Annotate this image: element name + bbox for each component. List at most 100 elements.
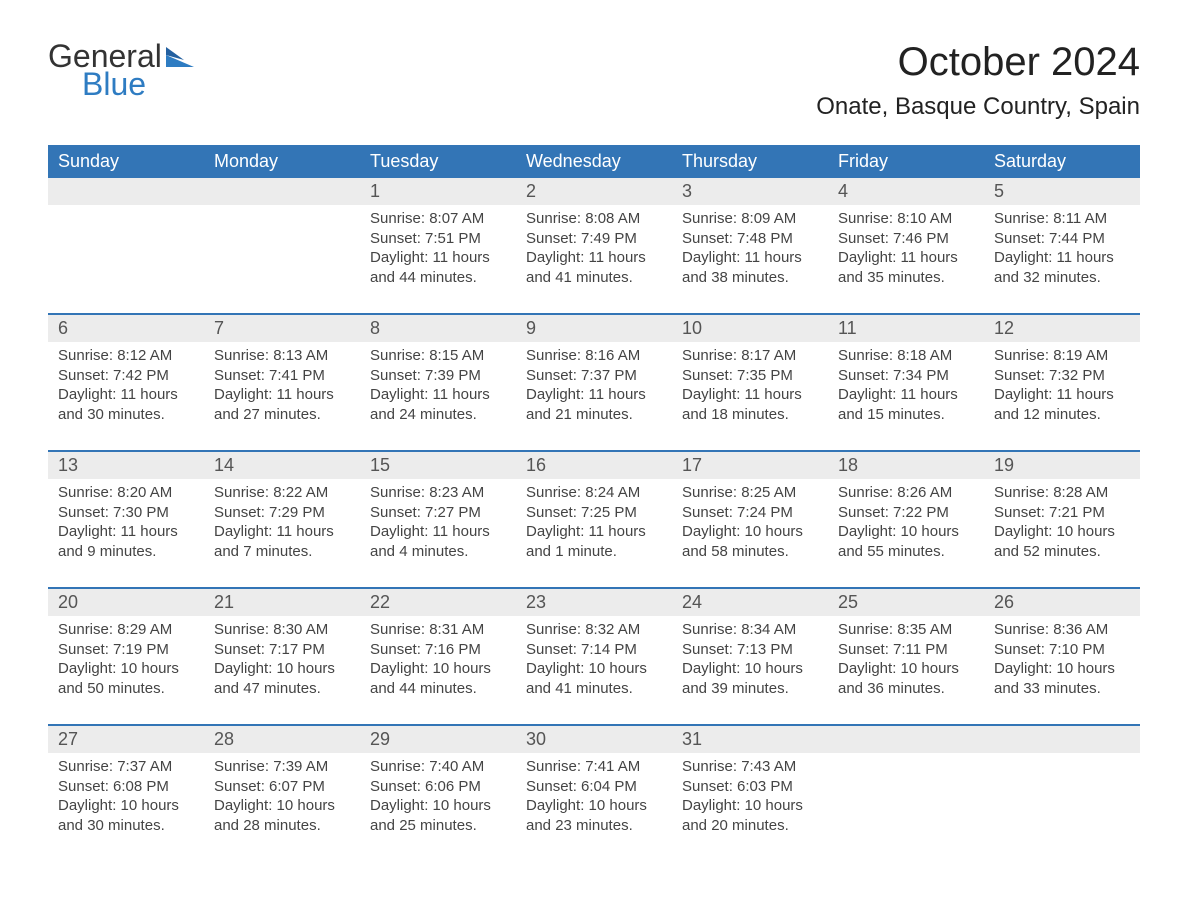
day-number: 16 xyxy=(516,452,672,479)
day-info: Sunrise: 7:39 AMSunset: 6:07 PMDaylight:… xyxy=(204,753,360,851)
day-info: Sunrise: 8:32 AMSunset: 7:14 PMDaylight:… xyxy=(516,616,672,714)
day-info: Sunrise: 8:16 AMSunset: 7:37 PMDaylight:… xyxy=(516,342,672,440)
day-number: 25 xyxy=(828,589,984,616)
weekday-header: Friday xyxy=(828,145,984,178)
day-info: Sunrise: 8:08 AMSunset: 7:49 PMDaylight:… xyxy=(516,205,672,303)
day-number: 28 xyxy=(204,726,360,753)
day-number: 30 xyxy=(516,726,672,753)
day-number: 3 xyxy=(672,178,828,205)
day-info: Sunrise: 8:36 AMSunset: 7:10 PMDaylight:… xyxy=(984,616,1140,714)
day-info xyxy=(828,753,984,851)
day-number: 4 xyxy=(828,178,984,205)
day-info: Sunrise: 8:31 AMSunset: 7:16 PMDaylight:… xyxy=(360,616,516,714)
week-row: 12345Sunrise: 8:07 AMSunset: 7:51 PMDayl… xyxy=(48,178,1140,303)
day-number: 11 xyxy=(828,315,984,342)
day-number: 27 xyxy=(48,726,204,753)
day-number: 31 xyxy=(672,726,828,753)
day-number: 7 xyxy=(204,315,360,342)
location-title: Onate, Basque Country, Spain xyxy=(816,93,1140,121)
logo-mark-icon xyxy=(166,47,194,67)
info-row: Sunrise: 8:20 AMSunset: 7:30 PMDaylight:… xyxy=(48,479,1140,577)
day-number: 6 xyxy=(48,315,204,342)
day-number: 1 xyxy=(360,178,516,205)
day-info: Sunrise: 8:35 AMSunset: 7:11 PMDaylight:… xyxy=(828,616,984,714)
day-number: 19 xyxy=(984,452,1140,479)
day-info: Sunrise: 7:41 AMSunset: 6:04 PMDaylight:… xyxy=(516,753,672,851)
weekday-header: Sunday xyxy=(48,145,204,178)
day-info: Sunrise: 8:23 AMSunset: 7:27 PMDaylight:… xyxy=(360,479,516,577)
day-number xyxy=(48,178,204,205)
day-number: 29 xyxy=(360,726,516,753)
day-info: Sunrise: 8:34 AMSunset: 7:13 PMDaylight:… xyxy=(672,616,828,714)
weekday-header: Tuesday xyxy=(360,145,516,178)
day-number: 5 xyxy=(984,178,1140,205)
daynum-row: 2728293031 xyxy=(48,724,1140,753)
day-info: Sunrise: 8:09 AMSunset: 7:48 PMDaylight:… xyxy=(672,205,828,303)
day-number: 2 xyxy=(516,178,672,205)
header: General Blue October 2024 Onate, Basque … xyxy=(48,40,1140,121)
day-info xyxy=(48,205,204,303)
weekday-header: Thursday xyxy=(672,145,828,178)
day-number: 8 xyxy=(360,315,516,342)
day-info xyxy=(984,753,1140,851)
daynum-row: 12345 xyxy=(48,178,1140,205)
day-number: 14 xyxy=(204,452,360,479)
day-number xyxy=(828,726,984,753)
daynum-row: 6789101112 xyxy=(48,313,1140,342)
day-number xyxy=(984,726,1140,753)
day-info: Sunrise: 8:07 AMSunset: 7:51 PMDaylight:… xyxy=(360,205,516,303)
logo-line2: Blue xyxy=(82,68,194,100)
info-row: Sunrise: 8:07 AMSunset: 7:51 PMDaylight:… xyxy=(48,205,1140,303)
day-info: Sunrise: 8:28 AMSunset: 7:21 PMDaylight:… xyxy=(984,479,1140,577)
weekday-header-row: SundayMondayTuesdayWednesdayThursdayFrid… xyxy=(48,145,1140,178)
info-row: Sunrise: 8:12 AMSunset: 7:42 PMDaylight:… xyxy=(48,342,1140,440)
title-block: October 2024 Onate, Basque Country, Spai… xyxy=(816,40,1140,121)
day-info: Sunrise: 7:40 AMSunset: 6:06 PMDaylight:… xyxy=(360,753,516,851)
calendar: SundayMondayTuesdayWednesdayThursdayFrid… xyxy=(48,145,1140,851)
day-info: Sunrise: 8:25 AMSunset: 7:24 PMDaylight:… xyxy=(672,479,828,577)
day-number: 10 xyxy=(672,315,828,342)
month-title: October 2024 xyxy=(816,40,1140,85)
day-info: Sunrise: 8:30 AMSunset: 7:17 PMDaylight:… xyxy=(204,616,360,714)
weekday-header: Monday xyxy=(204,145,360,178)
logo: General Blue xyxy=(48,40,194,100)
day-number: 12 xyxy=(984,315,1140,342)
day-number: 20 xyxy=(48,589,204,616)
day-info: Sunrise: 8:10 AMSunset: 7:46 PMDaylight:… xyxy=(828,205,984,303)
day-info: Sunrise: 8:13 AMSunset: 7:41 PMDaylight:… xyxy=(204,342,360,440)
daynum-row: 13141516171819 xyxy=(48,450,1140,479)
day-number: 18 xyxy=(828,452,984,479)
day-number: 22 xyxy=(360,589,516,616)
weekday-header: Saturday xyxy=(984,145,1140,178)
day-number: 26 xyxy=(984,589,1140,616)
day-number: 23 xyxy=(516,589,672,616)
day-info: Sunrise: 7:43 AMSunset: 6:03 PMDaylight:… xyxy=(672,753,828,851)
day-info: Sunrise: 8:24 AMSunset: 7:25 PMDaylight:… xyxy=(516,479,672,577)
week-row: 2728293031Sunrise: 7:37 AMSunset: 6:08 P… xyxy=(48,724,1140,851)
calendar-body: 12345Sunrise: 8:07 AMSunset: 7:51 PMDayl… xyxy=(48,178,1140,851)
day-number: 9 xyxy=(516,315,672,342)
week-row: 13141516171819Sunrise: 8:20 AMSunset: 7:… xyxy=(48,450,1140,577)
day-number: 15 xyxy=(360,452,516,479)
day-info: Sunrise: 8:29 AMSunset: 7:19 PMDaylight:… xyxy=(48,616,204,714)
day-info: Sunrise: 8:11 AMSunset: 7:44 PMDaylight:… xyxy=(984,205,1140,303)
day-info: Sunrise: 7:37 AMSunset: 6:08 PMDaylight:… xyxy=(48,753,204,851)
info-row: Sunrise: 8:29 AMSunset: 7:19 PMDaylight:… xyxy=(48,616,1140,714)
logo-text: General Blue xyxy=(48,40,194,100)
day-info: Sunrise: 8:12 AMSunset: 7:42 PMDaylight:… xyxy=(48,342,204,440)
day-info xyxy=(204,205,360,303)
day-info: Sunrise: 8:15 AMSunset: 7:39 PMDaylight:… xyxy=(360,342,516,440)
daynum-row: 20212223242526 xyxy=(48,587,1140,616)
day-info: Sunrise: 8:17 AMSunset: 7:35 PMDaylight:… xyxy=(672,342,828,440)
day-number: 13 xyxy=(48,452,204,479)
day-info: Sunrise: 8:22 AMSunset: 7:29 PMDaylight:… xyxy=(204,479,360,577)
day-info: Sunrise: 8:19 AMSunset: 7:32 PMDaylight:… xyxy=(984,342,1140,440)
day-number: 21 xyxy=(204,589,360,616)
week-row: 6789101112Sunrise: 8:12 AMSunset: 7:42 P… xyxy=(48,313,1140,440)
day-number xyxy=(204,178,360,205)
day-info: Sunrise: 8:18 AMSunset: 7:34 PMDaylight:… xyxy=(828,342,984,440)
weekday-header: Wednesday xyxy=(516,145,672,178)
info-row: Sunrise: 7:37 AMSunset: 6:08 PMDaylight:… xyxy=(48,753,1140,851)
day-info: Sunrise: 8:20 AMSunset: 7:30 PMDaylight:… xyxy=(48,479,204,577)
day-info: Sunrise: 8:26 AMSunset: 7:22 PMDaylight:… xyxy=(828,479,984,577)
